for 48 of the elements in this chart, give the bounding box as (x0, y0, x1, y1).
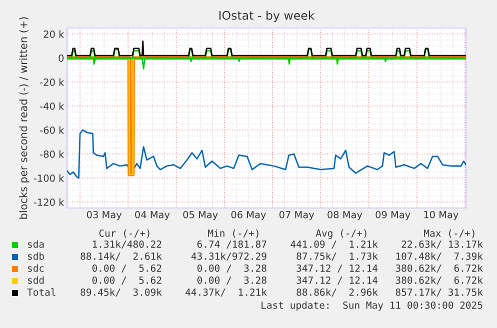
y-axis-title: blocks per second read (-) / written (+) (19, 17, 30, 219)
y-tick-label: -80 k (40, 150, 64, 158)
text: 347.12 / 12.14 (296, 264, 378, 273)
x-tick-label: 04 May (135, 210, 170, 220)
text: 89.45k/ 3.09k (80, 288, 162, 297)
text: Cur (-/+) (99, 229, 150, 238)
text: 6.74 /181.87 (197, 240, 266, 249)
y-tick-label: -60 k (40, 126, 64, 134)
text: 22.63k/ 13.17k (402, 240, 483, 249)
x-tick-label: 08 May (328, 210, 362, 220)
text: Min (-/+) (208, 229, 258, 238)
text: Last update: Sun May 11 00:30:00 2025 (262, 301, 482, 311)
text: 88.86k/ 2.96k (296, 288, 378, 297)
text: 380.62k/ 6.72k (396, 276, 483, 285)
text: 380.62k/ 6.72k (396, 264, 483, 273)
y-tick-label: 0 (58, 54, 64, 62)
text: 0.00 / 5.62 (92, 276, 162, 285)
legend-label: Total (27, 288, 56, 296)
text: 857.17k/ 31.75k (396, 288, 483, 297)
y-tick-label: -20 k (40, 78, 64, 86)
text: 0.00 / 3.28 (197, 276, 266, 285)
x-tick-label: 06 May (231, 210, 266, 220)
y-tick-label: -100 k (34, 174, 64, 182)
text: Max (-/+) (424, 229, 474, 238)
legend-label: sda (28, 240, 44, 248)
x-tick-label: 10 May (424, 210, 458, 220)
y-tick-label: -120 k (34, 198, 64, 206)
y-tick-label: 20 k (44, 30, 64, 38)
text: 441.09 / 1.21k (290, 240, 378, 249)
text: 107.48k/ 7.39k (396, 252, 483, 261)
text: 0.00 / 5.62 (92, 264, 162, 273)
text: 87.75k/ 1.73k (296, 252, 378, 261)
legend-label: sdb (28, 252, 44, 260)
legend-label: sdd (28, 276, 44, 284)
text: 0.00 / 3.28 (197, 264, 266, 273)
x-tick-label: 09 May (376, 210, 410, 220)
text: 44.37k/ 1.21k (186, 288, 267, 297)
legend-label: sdc (28, 264, 44, 272)
text: 1.31k/480.22 (92, 240, 162, 249)
x-tick-label: 07 May (279, 210, 314, 220)
x-tick-label: 03 May (86, 210, 122, 220)
text: 43.31k/972.29 (191, 252, 266, 261)
y-tick-label: -40 k (40, 102, 64, 110)
text: 347.12 / 12.14 (296, 276, 378, 285)
x-tick-label: 05 May (183, 210, 218, 220)
chart-title: IOstat - by week (219, 10, 315, 22)
text: Avg (-/+) (316, 229, 366, 239)
text: 88.14k/ 2.61k (80, 252, 162, 261)
